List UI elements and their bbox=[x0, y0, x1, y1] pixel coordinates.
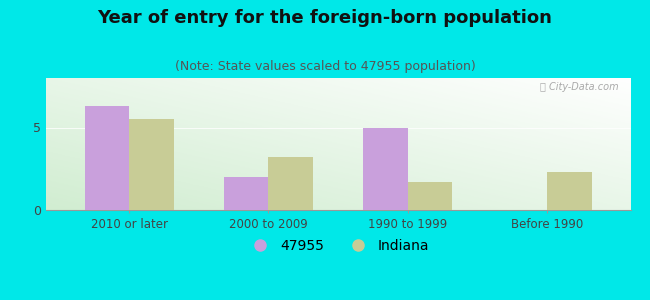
Legend: 47955, Indiana: 47955, Indiana bbox=[241, 233, 435, 259]
Bar bbox=[363, 128, 408, 210]
Text: Ⓢ City-Data.com: Ⓢ City-Data.com bbox=[540, 82, 619, 92]
Bar bbox=[84, 106, 129, 210]
Bar bbox=[129, 119, 174, 210]
Bar bbox=[408, 182, 452, 210]
Bar bbox=[268, 157, 313, 210]
Bar bbox=[224, 177, 268, 210]
Text: (Note: State values scaled to 47955 population): (Note: State values scaled to 47955 popu… bbox=[175, 60, 475, 73]
Bar bbox=[547, 172, 592, 210]
Text: Year of entry for the foreign-born population: Year of entry for the foreign-born popul… bbox=[98, 9, 552, 27]
